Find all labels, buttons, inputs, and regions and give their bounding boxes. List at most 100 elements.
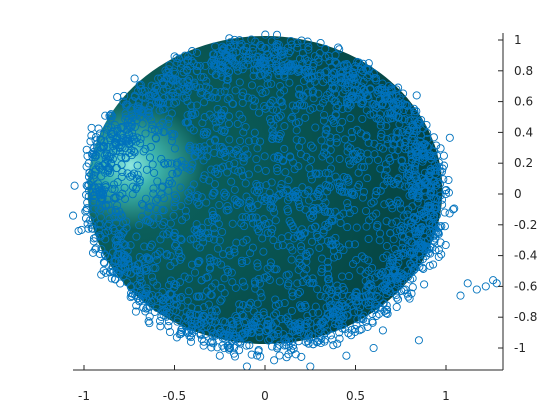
scatter-point	[166, 261, 175, 270]
scatter-point	[302, 265, 311, 274]
scatter-point	[223, 72, 232, 81]
scatter-point	[287, 114, 296, 123]
scatter-point	[359, 59, 368, 68]
y-tick-label: -0.8	[514, 310, 537, 324]
scatter-point	[175, 249, 184, 258]
scatter-point	[112, 236, 121, 245]
scatter-point	[346, 101, 355, 110]
scatter-point	[259, 308, 268, 317]
scatter-point	[273, 241, 283, 250]
scatter-point	[386, 287, 395, 297]
scatter-point	[281, 334, 290, 343]
scatter-point	[253, 200, 262, 209]
scatter-point	[203, 145, 212, 154]
scatter-point	[293, 43, 302, 52]
scatter-point	[238, 213, 247, 222]
scatter-point	[434, 252, 443, 261]
scatter-point	[135, 175, 144, 184]
scatter-point	[403, 217, 412, 226]
scatter-point	[204, 217, 213, 226]
scatter-point	[193, 319, 202, 329]
scatter-point	[128, 110, 137, 119]
scatter-point	[311, 302, 320, 311]
scatter-point	[234, 167, 243, 176]
scatter-point	[352, 287, 361, 296]
scatter-point	[211, 305, 220, 314]
scatter-point	[230, 343, 239, 352]
scatter-point	[177, 156, 186, 166]
scatter-point	[277, 180, 286, 189]
scatter-point	[278, 241, 287, 250]
scatter-point	[310, 222, 320, 231]
scatter-point	[236, 339, 245, 348]
scatter-point	[315, 336, 324, 345]
scatter-point	[328, 285, 337, 295]
scatter-point	[226, 38, 235, 47]
scatter-point	[104, 252, 113, 262]
scatter-point	[380, 91, 389, 100]
scatter-point	[364, 138, 373, 147]
scatter-point	[389, 255, 398, 264]
scatter-point	[436, 144, 445, 153]
scatter-point	[151, 251, 160, 260]
scatter-point	[225, 135, 234, 144]
scatter-point	[220, 126, 229, 135]
scatter-point	[99, 190, 108, 199]
scatter-point	[175, 86, 184, 95]
scatter-point	[252, 318, 261, 327]
scatter-point	[377, 129, 386, 138]
scatter-point	[204, 229, 213, 238]
scatter-point	[132, 280, 142, 289]
scatter-point	[291, 105, 300, 114]
scatter-point	[259, 310, 268, 320]
scatter-point	[267, 342, 277, 351]
scatter-point	[272, 67, 282, 76]
scatter-point	[380, 94, 389, 103]
scatter-point	[170, 69, 179, 78]
scatter-point	[260, 101, 269, 111]
scatter-point	[143, 216, 153, 225]
scatter-point	[363, 65, 372, 75]
scatter-point	[271, 216, 280, 225]
scatter-point	[273, 154, 282, 163]
scatter-point	[373, 220, 382, 229]
scatter-point	[156, 247, 165, 256]
scatter-point	[185, 141, 194, 150]
scatter-point	[311, 123, 320, 132]
scatter-point	[327, 78, 336, 87]
scatter-point	[130, 74, 139, 83]
scatter-point	[371, 299, 380, 309]
scatter-point	[89, 237, 98, 246]
scatter-point	[91, 165, 100, 174]
y-tick-label: 1	[514, 33, 522, 47]
scatter-point	[153, 250, 162, 259]
scatter-point	[372, 76, 381, 85]
scatter-point	[148, 89, 157, 98]
scatter-point	[313, 317, 322, 326]
scatter-point	[121, 263, 130, 272]
scatter-point	[344, 188, 353, 197]
scatter-point	[370, 305, 379, 314]
scatter-point	[212, 123, 221, 132]
scatter-point	[162, 312, 171, 321]
scatter-point	[308, 88, 317, 97]
scatter-point	[348, 188, 357, 197]
scatter-point	[276, 82, 285, 91]
scatter-point	[93, 179, 102, 188]
scatter-point	[328, 83, 337, 92]
scatter-point	[338, 290, 347, 299]
scatter-point	[361, 64, 370, 73]
scatter-point	[345, 272, 354, 281]
scatter-point	[249, 307, 258, 316]
scatter-point	[201, 130, 211, 139]
scatter-point	[147, 81, 156, 90]
scatter-point	[392, 85, 401, 94]
scatter-point	[91, 184, 100, 193]
scatter-point	[335, 45, 344, 54]
scatter-point	[254, 227, 263, 236]
scatter-point	[146, 142, 155, 151]
scatter-point	[424, 245, 433, 254]
scatter-point	[85, 168, 94, 177]
scatter-point	[427, 203, 436, 212]
scatter-point	[434, 178, 443, 187]
